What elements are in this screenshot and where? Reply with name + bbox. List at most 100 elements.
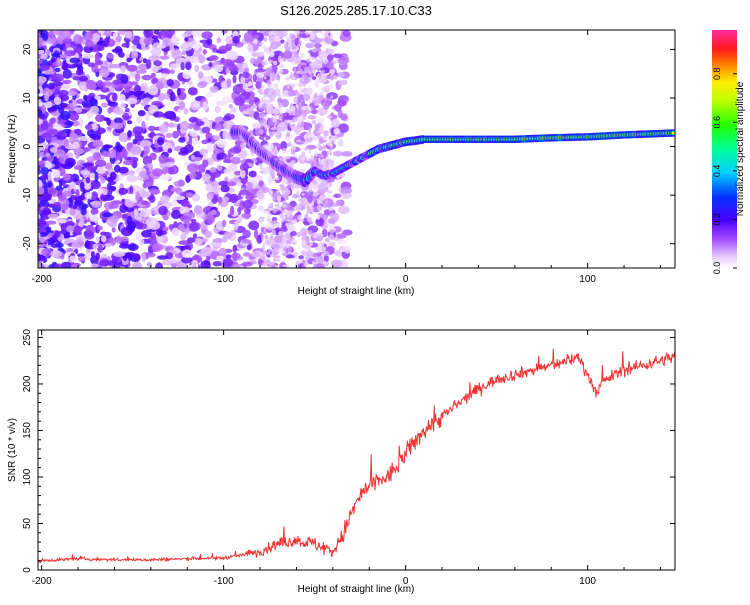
- spectrogram-cell: [259, 129, 264, 135]
- spectrogram-cell: [168, 122, 174, 128]
- spectrogram-cell: [294, 60, 299, 64]
- spectrogram-cell: [342, 30, 351, 37]
- spectrogram-cell: [320, 241, 325, 246]
- spectrogram-cell: [83, 94, 88, 101]
- spectrogram-cell: [214, 105, 221, 114]
- spectrogram-cell: [149, 188, 159, 194]
- spectrogram-cell: [322, 246, 327, 251]
- spectrogram-cell: [77, 203, 89, 209]
- spectrogram-cell: [50, 117, 56, 124]
- spectrogram-cell: [107, 107, 113, 114]
- spectrogram-cell: [111, 48, 124, 53]
- spectrogram-cell: [206, 192, 214, 200]
- spectrogram-cell: [291, 83, 298, 87]
- spectrogram-cell: [227, 50, 239, 61]
- spectrogram-cell: [290, 133, 293, 140]
- spectrogram-cell: [38, 118, 43, 125]
- spectrogram-cell: [69, 181, 77, 191]
- spectrogram-cell: [181, 249, 193, 258]
- spectrogram-cell: [100, 231, 107, 236]
- spectrogram-cell: [107, 185, 117, 191]
- spectrogram-cell: [248, 220, 260, 231]
- spectrogram-cell: [326, 54, 334, 62]
- spectrogram-cell: [90, 105, 99, 115]
- spectrogram-cell: [127, 130, 132, 138]
- spectrogram-cell: [317, 251, 321, 254]
- spectrogram-cell: [336, 233, 347, 239]
- spectrogram-cell: [317, 50, 328, 60]
- bottom-x-tick-label: 0: [403, 576, 409, 587]
- spectrogram-cell: [278, 69, 284, 74]
- spectrogram-cell: [314, 256, 320, 261]
- spectrogram-cell: [47, 213, 59, 219]
- spectrogram-cell: [311, 65, 317, 70]
- spectrogram-cell: [188, 222, 199, 232]
- top-y-axis-label: Frequency (Hz): [7, 115, 18, 184]
- spectrogram-cell: [70, 264, 79, 268]
- spectrogram-cell: [264, 169, 269, 175]
- spectrogram-cell: [113, 117, 123, 124]
- spectrogram-cell: [300, 89, 306, 93]
- spectrogram-cell: [260, 30, 263, 34]
- spectrogram-cell: [230, 205, 235, 216]
- spectrogram-cell: [152, 111, 165, 118]
- spectrogram-cell: [290, 126, 296, 131]
- spectrogram-cell: [337, 138, 344, 147]
- spectrogram-cell: [239, 105, 245, 113]
- spectrogram-cell: [242, 82, 249, 90]
- spectrogram-cell: [45, 220, 57, 225]
- spectrogram-cell: [320, 31, 324, 35]
- spectrogram-cell: [178, 179, 185, 187]
- spectrogram-cell: [270, 72, 275, 76]
- spectrogram-cell: [189, 130, 199, 137]
- spectrogram-cell: [110, 200, 123, 205]
- spectrogram-cell: [294, 239, 297, 244]
- spectrogram-cell: [75, 69, 84, 76]
- spectrogram-cell: [202, 159, 209, 168]
- spectrogram-cell: [323, 250, 330, 257]
- spectrogram-cell: [47, 240, 52, 246]
- spectrogram-cell: [132, 138, 138, 145]
- spectrogram-cell: [281, 216, 285, 223]
- spectrogram-cell: [267, 107, 271, 111]
- spectrogram-cell: [260, 121, 263, 128]
- spectrogram-cell: [61, 79, 72, 84]
- spectrogram-cell: [296, 204, 301, 208]
- spectrogram-cell: [263, 33, 268, 37]
- spectrogram-cell: [150, 65, 159, 73]
- spectrogram-cell: [90, 200, 102, 208]
- spectrogram-cell: [274, 41, 278, 45]
- top-x-tick-label: 0: [403, 274, 409, 285]
- spectrogram-cell: [158, 205, 168, 216]
- spectrogram-cell: [274, 204, 280, 207]
- spectrogram-cell: [310, 105, 313, 111]
- spectrogram-cell: [328, 136, 332, 140]
- spectrogram-cell: [218, 45, 229, 53]
- spectrogram-cell: [100, 176, 106, 184]
- spectrogram-cell: [150, 48, 162, 56]
- spectrogram-cell: [284, 120, 290, 124]
- spectrogram-cell: [307, 115, 317, 120]
- spectrogram-cell: [84, 192, 93, 199]
- spectrogram-cell: [306, 210, 309, 215]
- bottom-y-tick-label: 200: [22, 375, 33, 392]
- spectrogram-cell: [289, 216, 292, 221]
- spectrogram-cell: [330, 139, 333, 142]
- spectrogram-cell: [277, 72, 280, 78]
- spectrogram-cell: [78, 194, 86, 201]
- spectrogram-cell: [38, 169, 41, 175]
- spectrogram-cell: [311, 233, 315, 238]
- spectrogram-cell: [307, 252, 314, 256]
- spectrogram-cell: [296, 139, 301, 143]
- spectrogram-cell: [232, 244, 238, 253]
- spectrogram-cell: [185, 30, 193, 37]
- spectrogram-cell: [44, 91, 49, 102]
- spectrogram-cell: [209, 86, 219, 93]
- spectrogram-cell: [143, 97, 152, 103]
- spectrogram-cell: [271, 30, 277, 36]
- spectrogram-cell: [269, 46, 272, 53]
- spectrogram-cell: [86, 79, 96, 90]
- spectrogram-cell: [47, 82, 55, 90]
- spectrogram-cell: [165, 132, 173, 138]
- spectrogram-cell: [282, 179, 288, 185]
